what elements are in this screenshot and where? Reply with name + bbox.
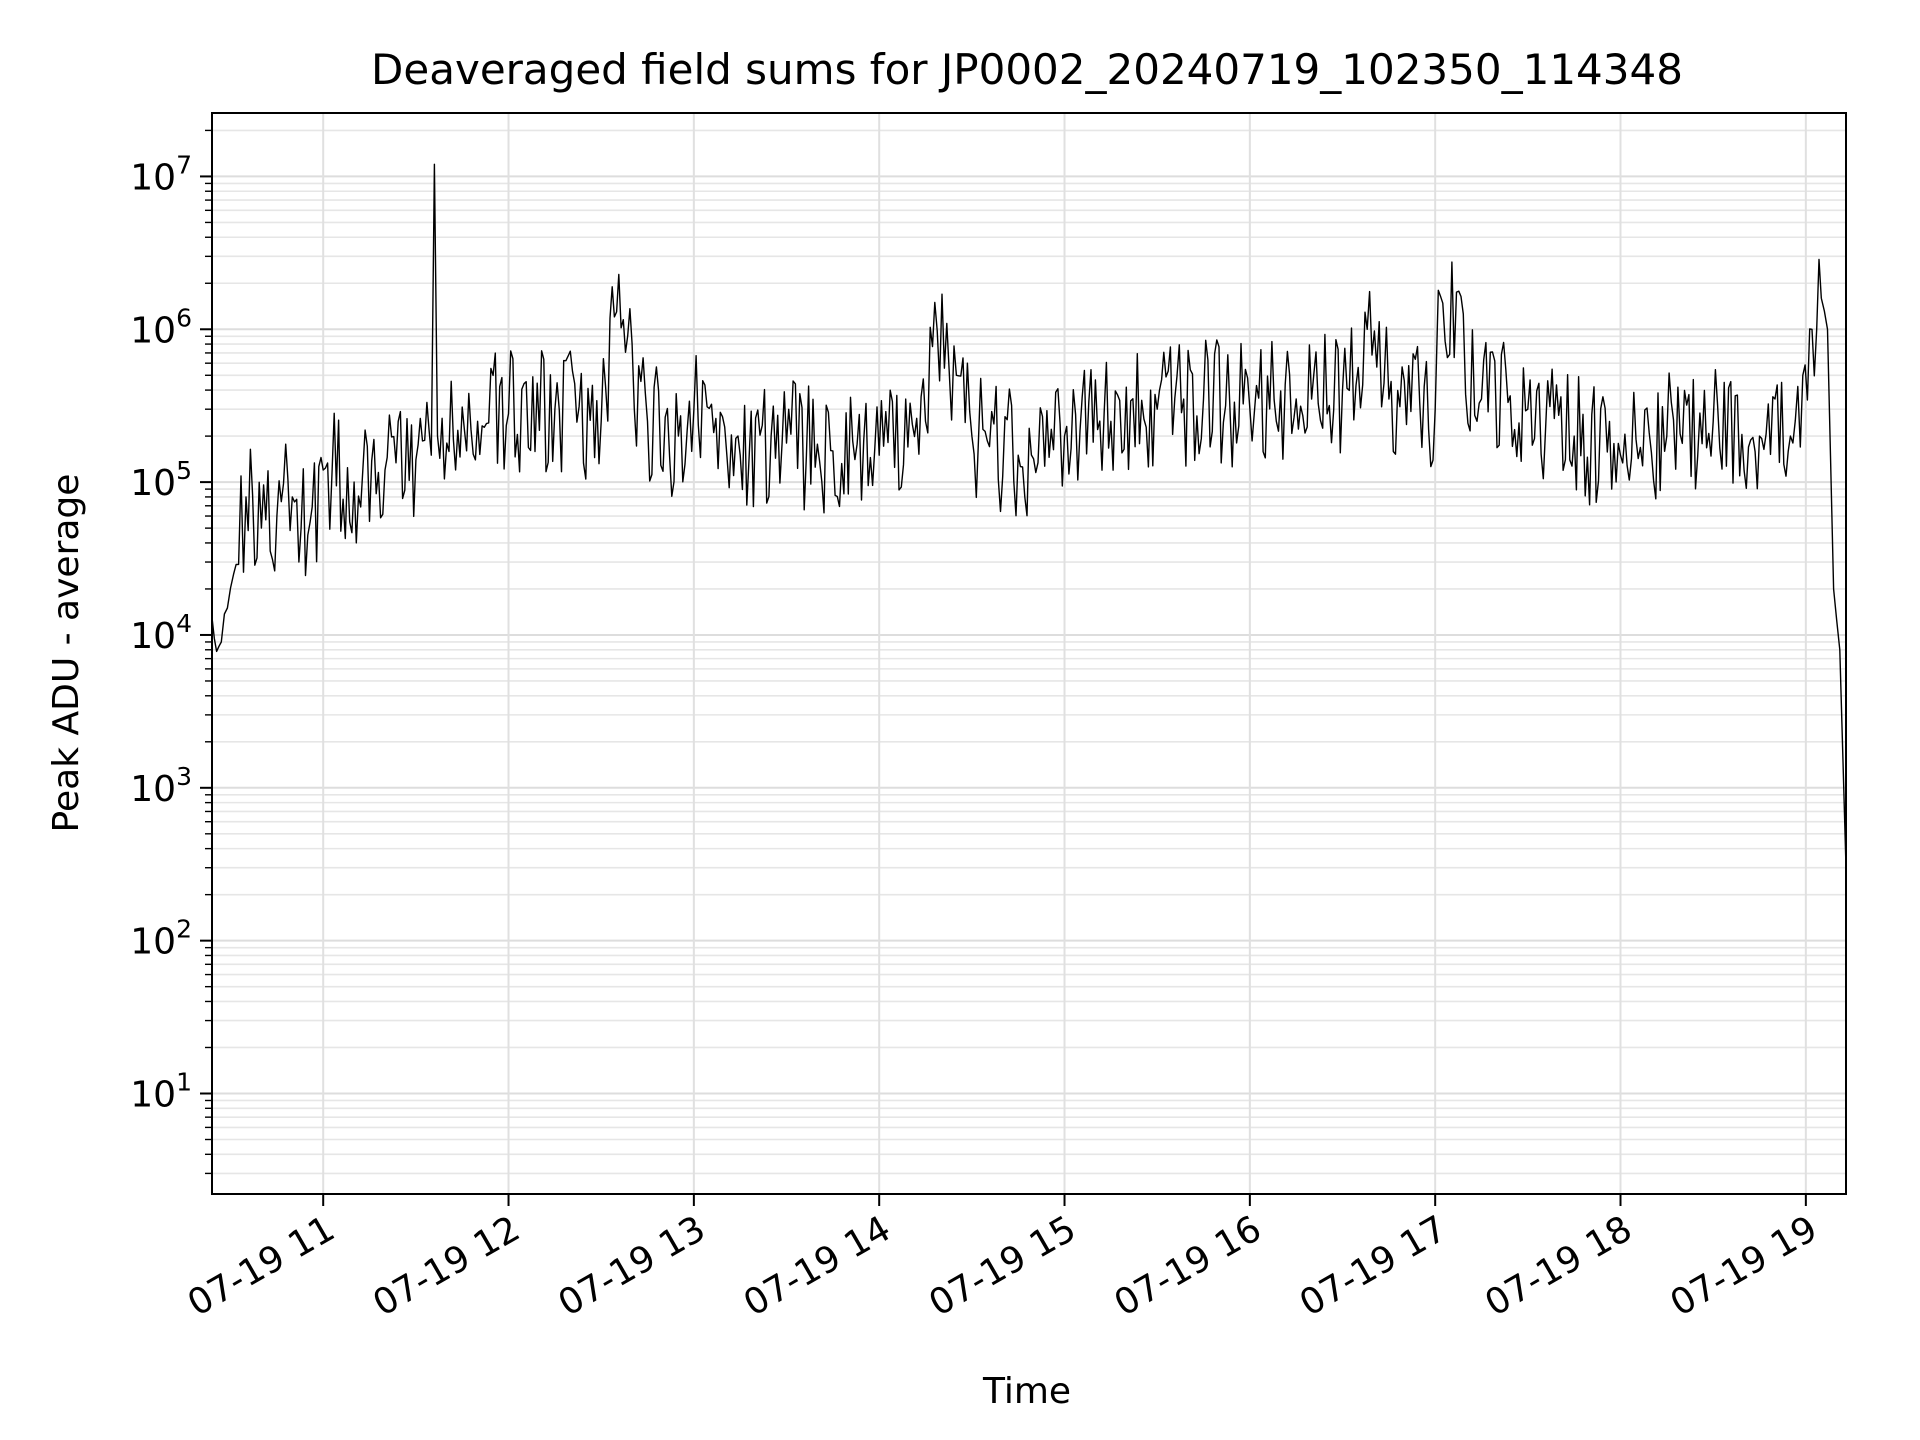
y-tick-label: 106 — [130, 303, 192, 351]
y-tick-label: 102 — [130, 915, 192, 963]
y-tick-label: 104 — [130, 609, 192, 657]
plot-area-frame — [211, 112, 1847, 1195]
x-axis-label: Time — [982, 1371, 1071, 1412]
y-tick-label: 103 — [130, 762, 192, 810]
grid — [212, 113, 1846, 1194]
chart-title: Deaveraged field sums for JP0002_2024071… — [371, 45, 1683, 94]
y-tick-label: 101 — [130, 1067, 192, 1115]
y-axis-label: Peak ADU - average — [46, 474, 87, 833]
data-series — [211, 163, 1847, 868]
y-tick-label: 107 — [130, 150, 192, 198]
y-tick-label: 105 — [130, 456, 192, 504]
series-line — [211, 163, 1847, 868]
